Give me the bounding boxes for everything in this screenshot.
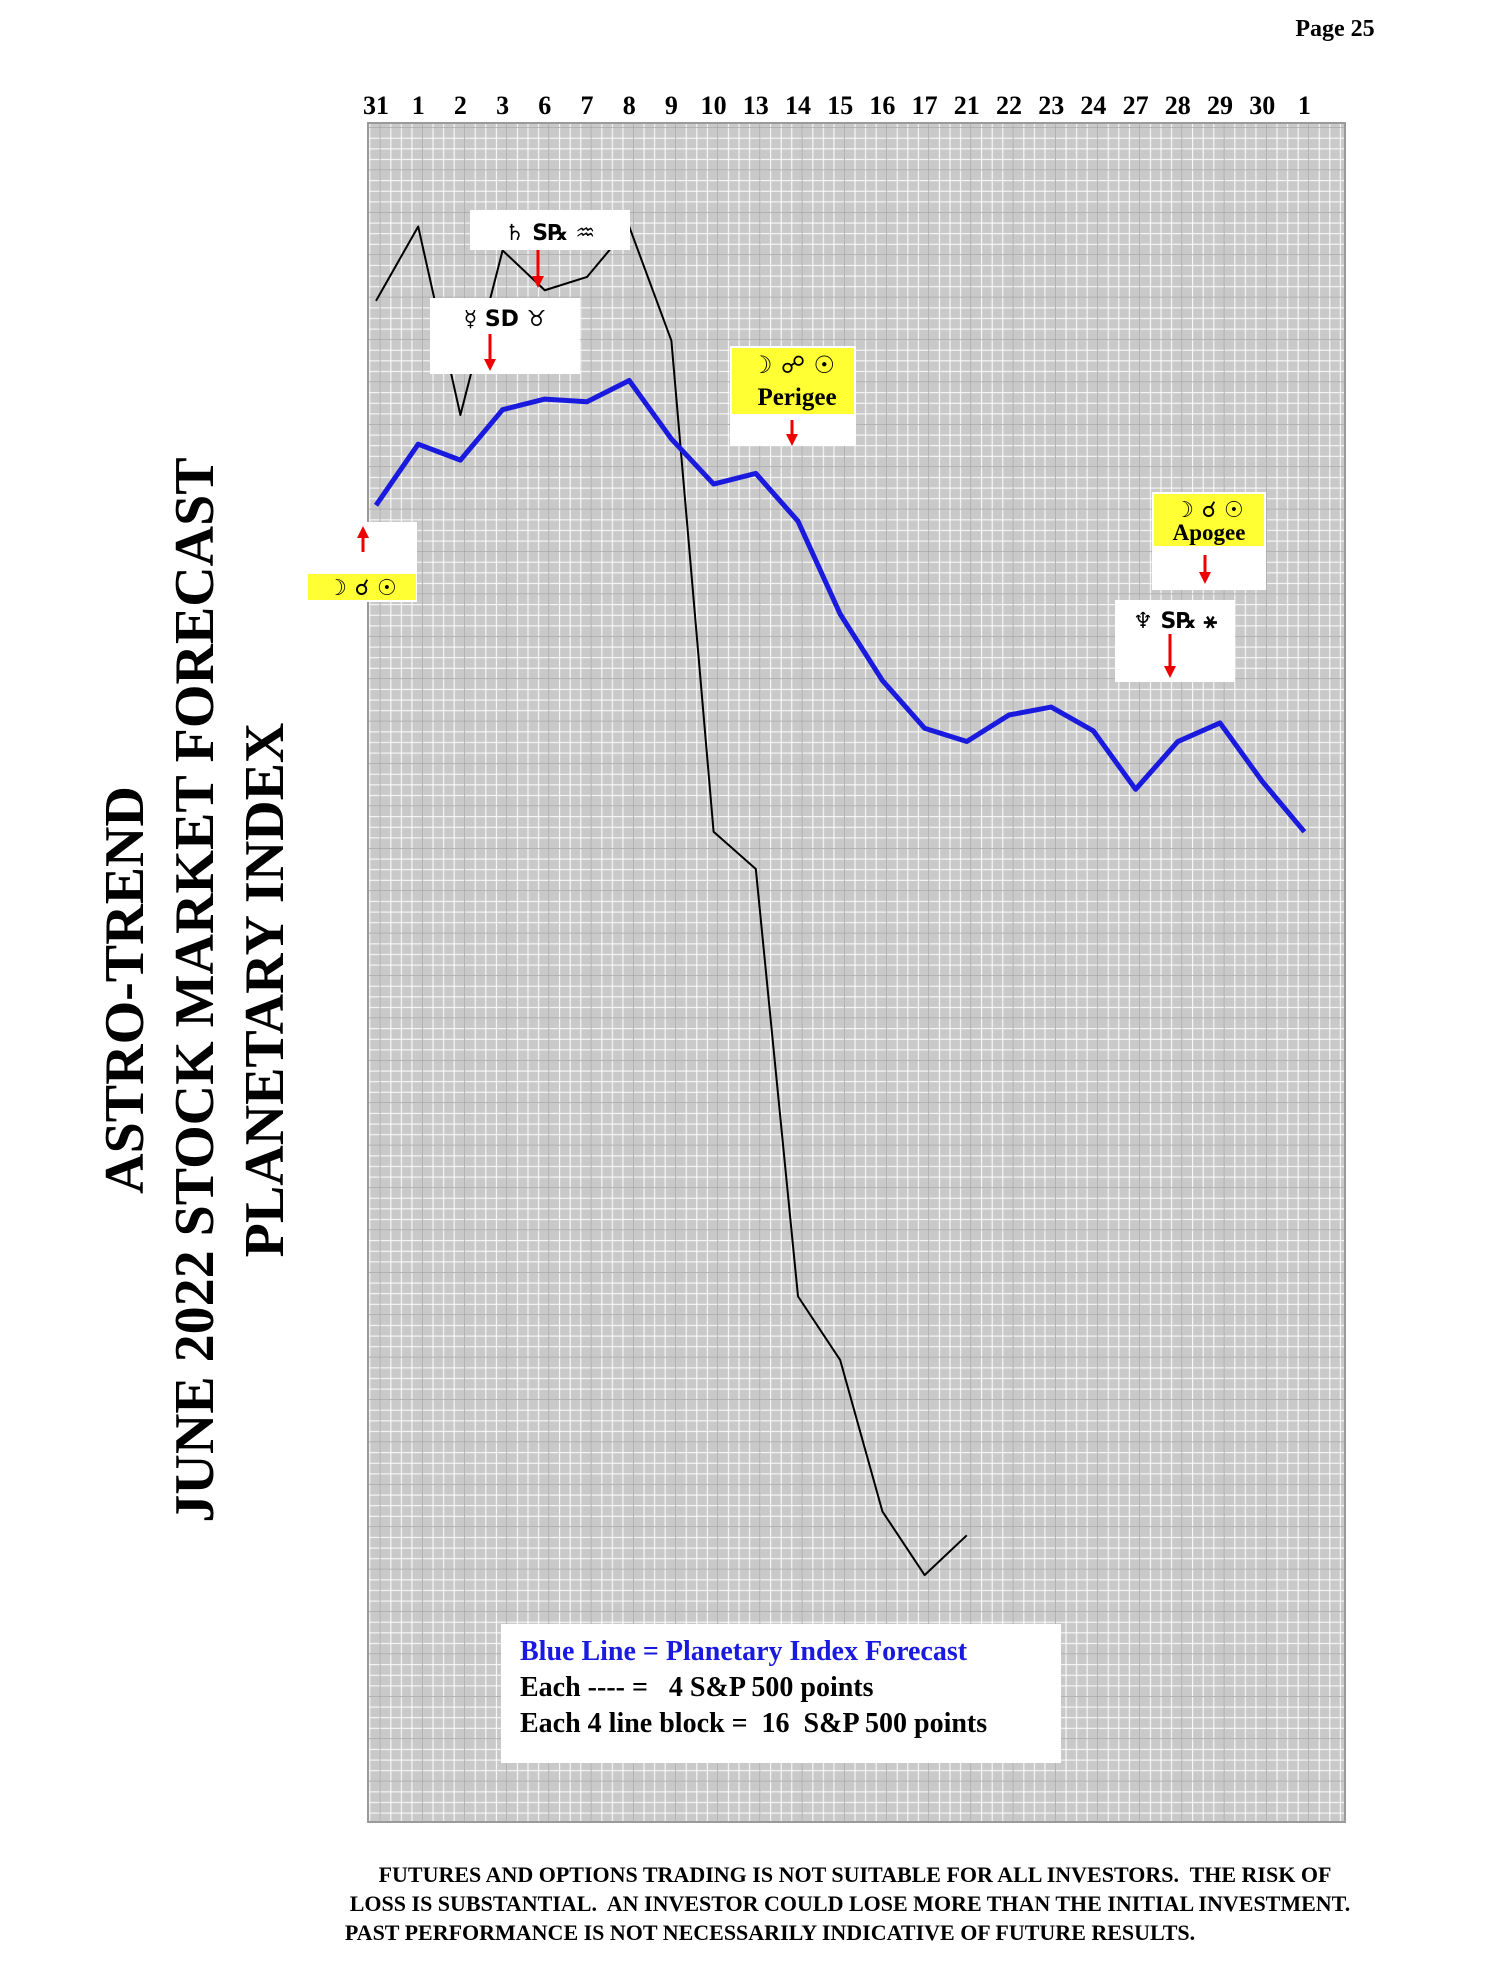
x-tick-label: 24 — [1080, 91, 1106, 120]
x-tick-label: 14 — [785, 91, 811, 120]
disclaimer-line: PAST PERFORMANCE IS NOT NECESSARILY INDI… — [345, 1920, 1195, 1945]
legend-note: Each 4 line block = 16 S&P 500 points — [520, 1708, 987, 1739]
disclaimer: FUTURES AND OPTIONS TRADING IS NOT SUITA… — [345, 1862, 1350, 1945]
annotation: ☽ ☌ ☉ — [305, 522, 417, 602]
title-line: JUNE 2022 STOCK MARKET FORECAST — [164, 457, 226, 1522]
x-tick-label: 22 — [996, 91, 1022, 120]
annotation: ♄ S℞ ♒ ☿ SD ♉ — [430, 210, 630, 374]
forecast-line — [373, 378, 1307, 834]
page-number: Page 25 — [1295, 16, 1374, 42]
annotation-text: ☿ SD ♉ — [464, 307, 547, 332]
x-tick-label: 3 — [496, 91, 509, 120]
annotation: ☽ ☍ ☉ Perigee — [730, 346, 856, 446]
x-tick-label: 10 — [701, 91, 727, 120]
x-tick-label: 27 — [1123, 91, 1149, 120]
x-tick-label: 31 — [363, 91, 389, 120]
x-tick-label: 21 — [954, 91, 980, 120]
disclaimer-line: LOSS IS SUBSTANTIAL. AN INVESTOR COULD L… — [350, 1891, 1350, 1916]
annotation: ☽ ☌ ☉ Apogee — [1152, 492, 1266, 590]
legend: Blue Line = Planetary Index Forecast Eac… — [501, 1624, 1061, 1763]
annotation: ♆ S℞ ⚹ — [1115, 600, 1235, 682]
annotation-text: Apogee — [1173, 520, 1246, 545]
annotation-text: ☽ ☌ ☉ — [327, 576, 397, 601]
disclaimer-line: FUTURES AND OPTIONS TRADING IS NOT SUITA… — [379, 1862, 1332, 1887]
x-tick-label: 23 — [1038, 91, 1064, 120]
grid — [367, 122, 1346, 1823]
x-tick-label: 28 — [1165, 91, 1191, 120]
x-tick-label: 16 — [869, 91, 895, 120]
x-tick-label: 6 — [538, 91, 551, 120]
x-tick-label: 29 — [1207, 91, 1233, 120]
title-line: ASTRO-TREND — [94, 786, 156, 1194]
x-tick-label: 1 — [1298, 91, 1311, 120]
annotation-text: ☽ ☍ ☉ — [751, 351, 835, 379]
x-tick-label: 13 — [743, 91, 769, 120]
annotation-text: ☽ ☌ ☉ — [1174, 498, 1244, 523]
x-tick-label: 8 — [623, 91, 636, 120]
annotation-text: ♄ S℞ ♒ — [505, 221, 595, 246]
x-tick-label: 15 — [827, 91, 853, 120]
x-tick-label: 1 — [412, 91, 425, 120]
legend-note: Each ---- = 4 S&P 500 points — [520, 1672, 874, 1703]
x-tick-label: 17 — [912, 91, 938, 120]
x-tick-label: 30 — [1249, 91, 1275, 120]
annotation-text: Perigee — [757, 384, 836, 411]
legend-entry: Blue Line = Planetary Index Forecast — [520, 1636, 968, 1667]
x-tick-label: 2 — [454, 91, 467, 120]
x-tick-label: 9 — [665, 91, 678, 120]
title-line: PLANETARY INDEX — [234, 723, 296, 1258]
title: ASTRO-TREND JUNE 2022 STOCK MARKET FOREC… — [94, 457, 296, 1522]
annotation-text: ♆ S℞ ⚹ — [1133, 609, 1218, 634]
x-tick-label: 7 — [581, 91, 594, 120]
